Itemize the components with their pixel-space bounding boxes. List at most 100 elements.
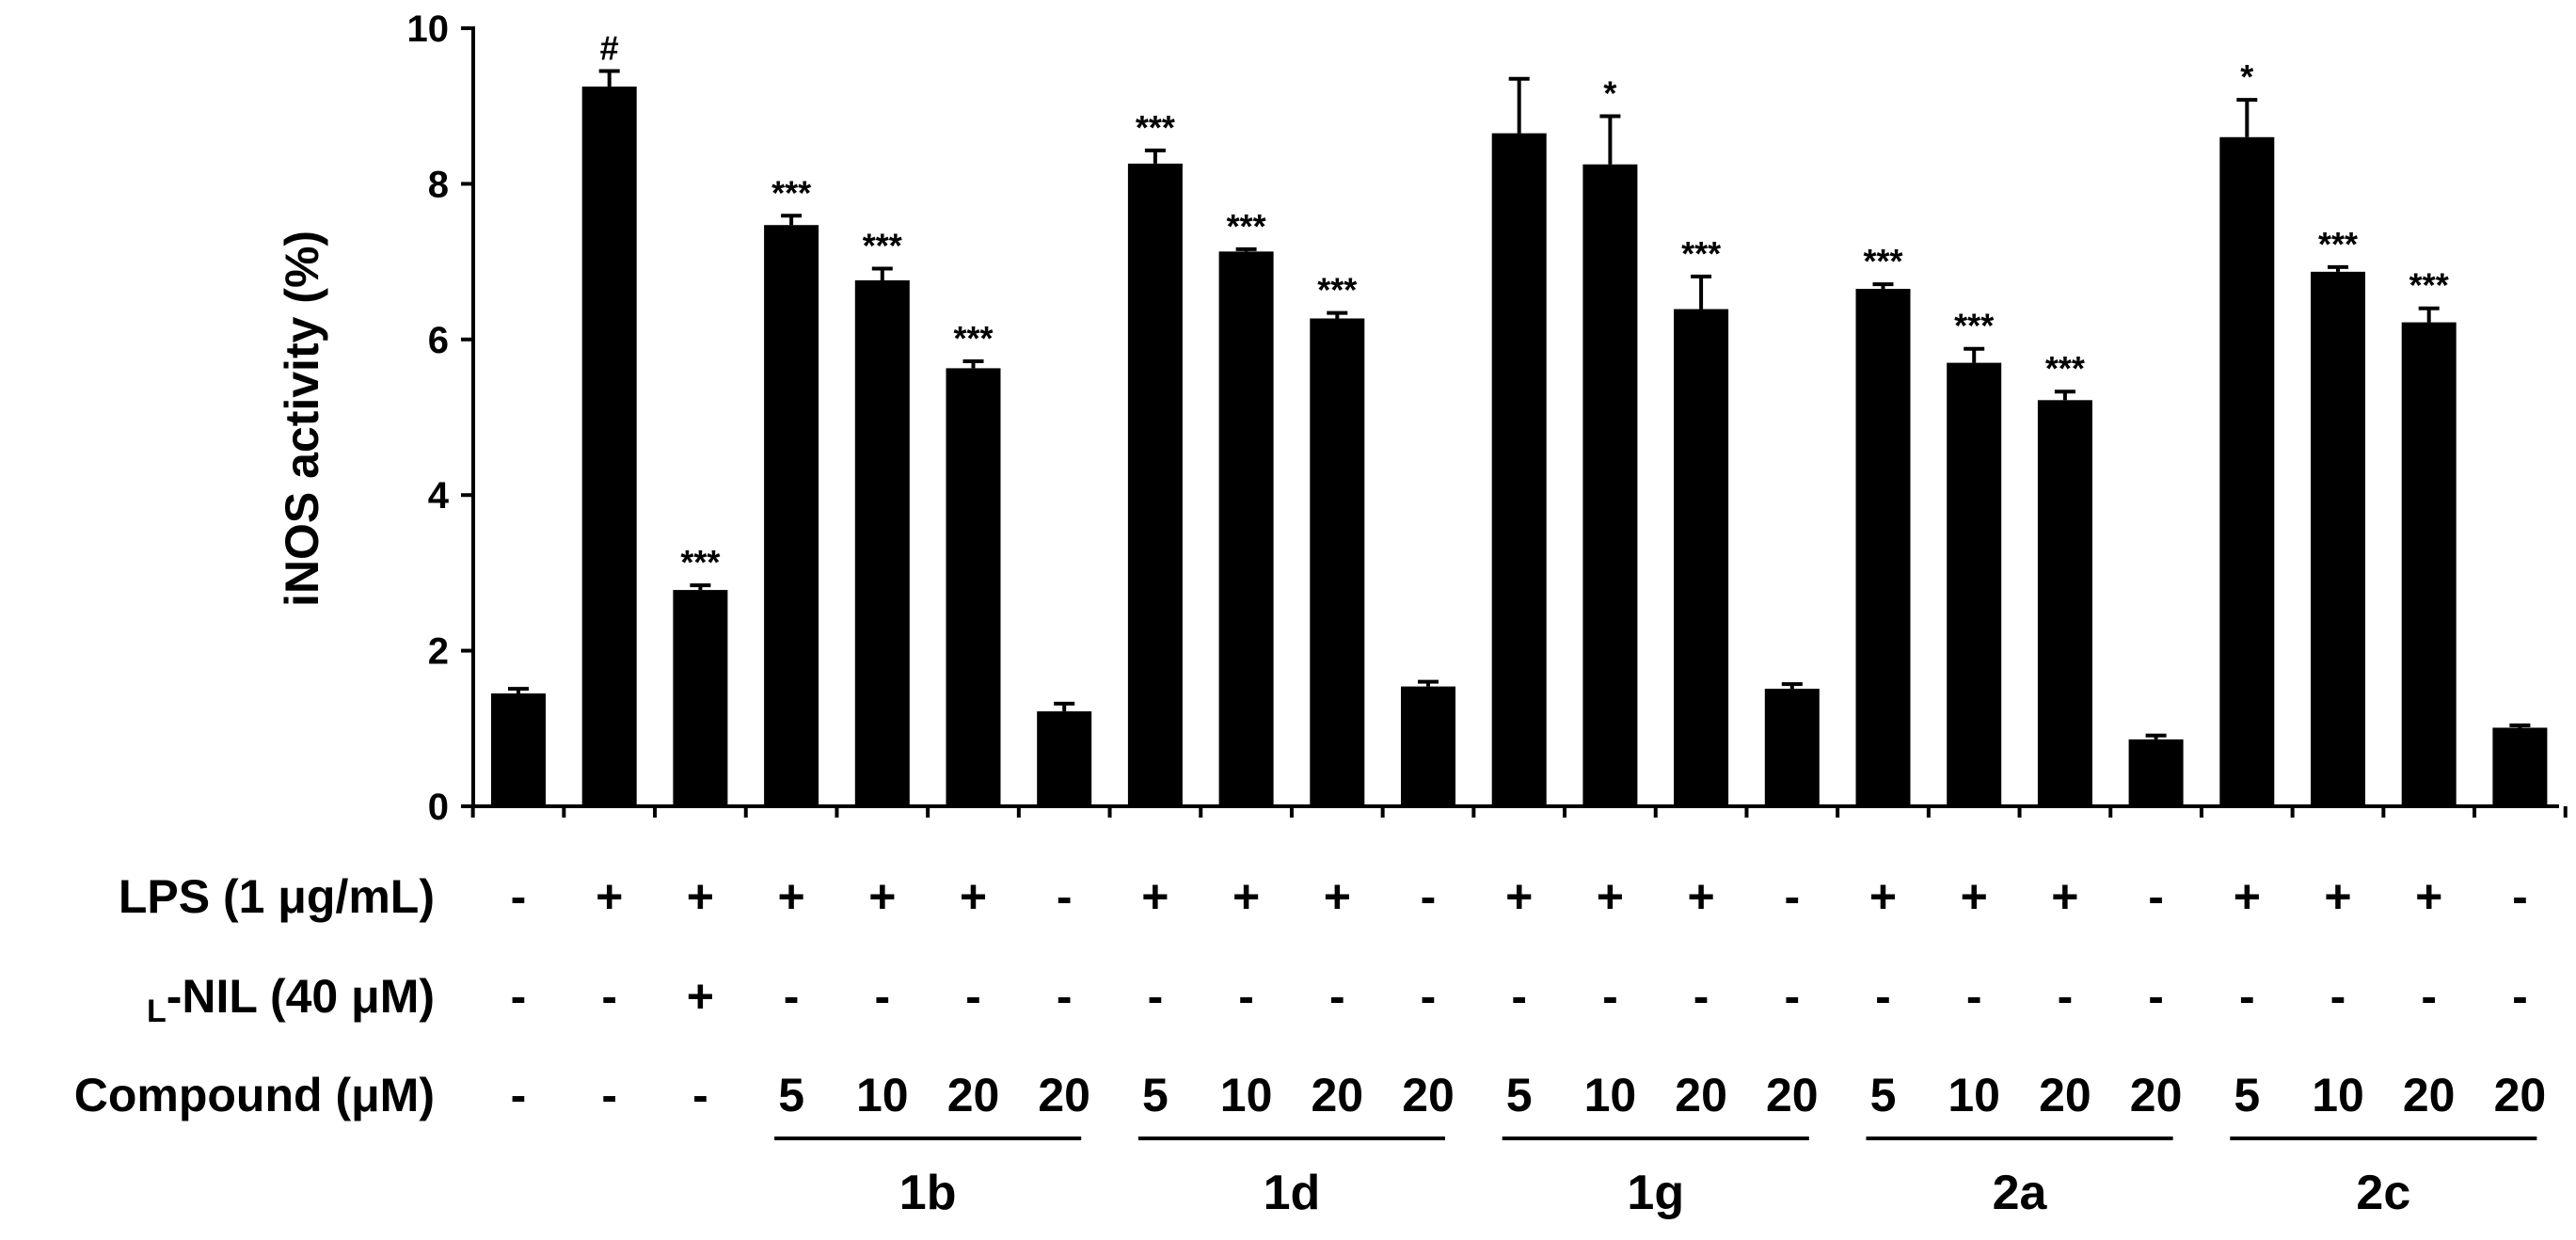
row-label: Compound (μM) (74, 1069, 435, 1121)
table-cell: 20 (1675, 1069, 1727, 1121)
bar (1218, 251, 1274, 806)
table-cell: - (1693, 970, 1709, 1023)
bar (1764, 689, 1820, 806)
table-cell: - (1784, 970, 1800, 1023)
table-cell: 5 (1870, 1069, 1897, 1121)
table-cell: - (511, 970, 527, 1023)
error-bar (781, 214, 803, 226)
bar (946, 368, 1001, 806)
error-bar (1418, 679, 1439, 687)
error-bar (690, 583, 711, 591)
error-bar (871, 266, 893, 280)
bar (2492, 727, 2548, 806)
bars (491, 87, 2548, 807)
significance-label: *** (771, 173, 811, 212)
error-bar (2418, 306, 2440, 323)
significance-label: *** (863, 227, 902, 265)
table-cell: + (1597, 870, 1624, 923)
table-cell: 20 (2130, 1069, 2183, 1121)
error-bar (1691, 274, 1712, 310)
table-cell: 20 (947, 1069, 1000, 1121)
table-cell: 20 (1402, 1069, 1455, 1121)
error-bar (1054, 701, 1075, 712)
y-tick-label: 10 (407, 8, 450, 50)
table-cell: - (2058, 970, 2074, 1023)
row-label-text: Compound (μM) (74, 1069, 435, 1121)
bar (1491, 133, 1547, 806)
table-cell: - (874, 970, 890, 1023)
table-cell: + (1869, 870, 1897, 923)
significance-label: *** (1227, 207, 1266, 246)
bar (1037, 711, 1092, 806)
table-cell: 10 (1220, 1069, 1273, 1121)
error-bar (2236, 98, 2258, 137)
significance-label: *** (1681, 234, 1721, 273)
row-label-subscript: L (147, 994, 167, 1029)
error-bar (2328, 264, 2348, 272)
table-cell: + (687, 970, 714, 1023)
table-cell: - (1784, 870, 1800, 923)
error-bar (598, 69, 620, 87)
table-cell: + (960, 870, 987, 923)
bar (673, 590, 728, 806)
significance-label: *** (1863, 242, 1902, 280)
condition-table: LPS (1 μg/mL) - + + + + + - + + + - + + + - + + + - + + + - L-NI… (74, 870, 2546, 1121)
table-cell: 20 (1038, 1069, 1090, 1121)
group-label: 1d (1264, 1166, 1321, 1220)
bar (1674, 309, 1729, 806)
y-tick-label: 2 (428, 631, 449, 673)
table-cell: 5 (778, 1069, 804, 1121)
row-label-text: LPS (1 μg/mL) (119, 870, 435, 923)
error-bar (1327, 310, 1348, 319)
table-cell: - (1329, 970, 1345, 1023)
table-cell: + (1324, 870, 1351, 923)
significance-label: *** (2409, 266, 2449, 305)
significance-label: * (2240, 57, 2253, 96)
table-cell: + (1687, 870, 1714, 923)
y-tick-label: 4 (428, 475, 450, 517)
table-cell: - (1875, 970, 1891, 1023)
bar (2401, 322, 2457, 807)
error-bars (508, 69, 2531, 739)
error-bar (2054, 389, 2075, 401)
table-cell: - (1421, 870, 1437, 923)
bar (1855, 289, 1911, 806)
significance-label: * (1603, 73, 1616, 112)
row-label: L-NIL (40 μM) (147, 970, 435, 1029)
table-cell: + (596, 870, 623, 923)
axes (470, 26, 2568, 818)
row-label: LPS (1 μg/mL) (119, 870, 435, 923)
significance-label: *** (1954, 307, 1994, 345)
error-bar (1508, 76, 1530, 134)
table-cell: - (1238, 970, 1254, 1023)
table-cell: + (777, 870, 804, 923)
significance-label: *** (953, 319, 993, 358)
error-bar (1872, 282, 1894, 290)
table-cell: + (1232, 870, 1260, 923)
table-cell: 20 (2039, 1069, 2091, 1121)
table-cell: 5 (1142, 1069, 1169, 1121)
bar (1310, 318, 1365, 806)
table-cell: - (601, 970, 617, 1023)
bar (1947, 362, 2002, 806)
y-tick-label: 6 (428, 320, 449, 361)
group-label: 1g (1627, 1166, 1684, 1220)
group-label: 1b (899, 1166, 957, 1220)
compound-groups: 1b 1d 1g 2a 2c (774, 1137, 2537, 1220)
table-cell: + (1141, 870, 1169, 923)
bar (2311, 271, 2365, 806)
significance-label: # (600, 28, 619, 67)
table-cell: - (2330, 970, 2346, 1023)
y-axis-label: iNOS activity (%) (276, 231, 328, 607)
table-cell: 20 (1766, 1069, 1819, 1121)
group-label: 2c (2356, 1166, 2410, 1220)
table-cell: - (2512, 970, 2528, 1023)
bar (1127, 163, 1183, 806)
table-cell: - (1148, 970, 1164, 1023)
y-tick-label: 8 (428, 164, 449, 205)
y-tick-label: 0 (428, 787, 449, 828)
significance-label: *** (680, 543, 720, 581)
table-cell: - (2512, 870, 2528, 923)
bar (2219, 136, 2275, 806)
